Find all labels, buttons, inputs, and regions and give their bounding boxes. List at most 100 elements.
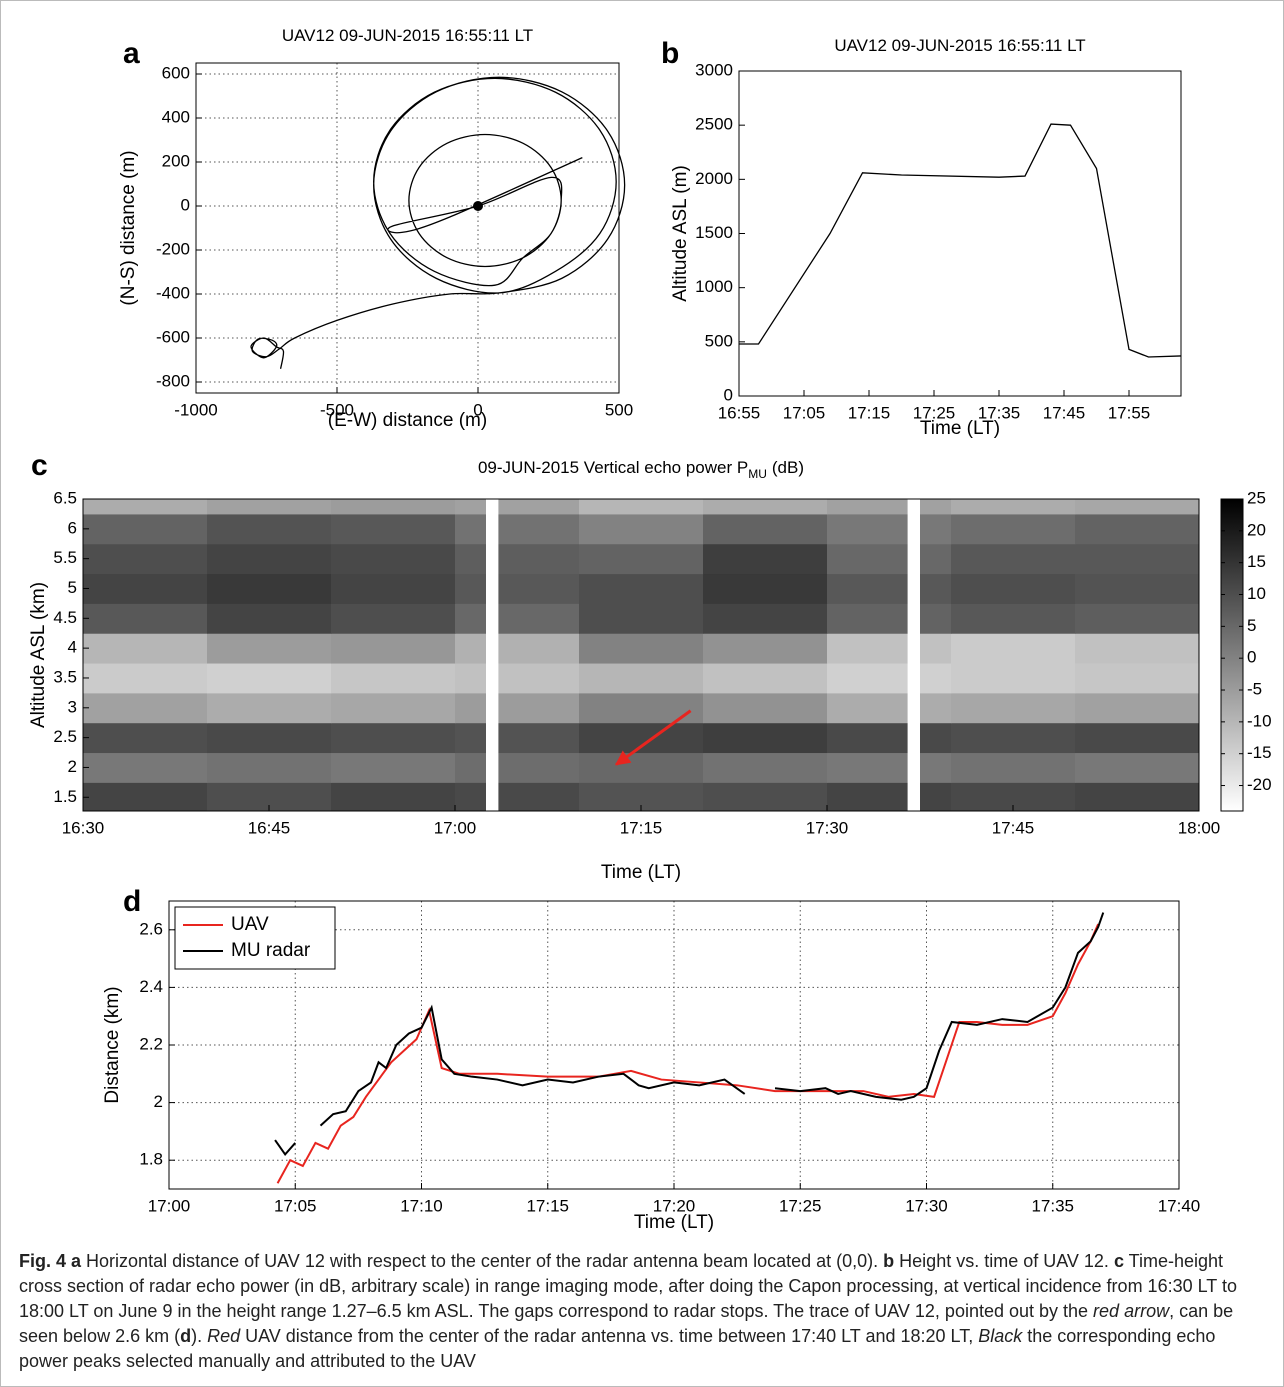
- caption-run: red arrow: [1093, 1301, 1170, 1321]
- x-tick-label: 17:45: [1043, 403, 1086, 422]
- heatmap-cell: [703, 499, 828, 515]
- panel-letter: d: [123, 885, 141, 918]
- heatmap-cell: [579, 663, 704, 694]
- y-tick-label: 500: [705, 331, 733, 350]
- heatmap-cell: [331, 633, 456, 664]
- x-tick-label: 17:15: [848, 403, 891, 422]
- y-tick-label: 2.4: [139, 977, 163, 996]
- colorbar-label: -10: [1247, 711, 1272, 730]
- heatmap-cell: [579, 499, 704, 515]
- caption-run: Height vs. time of UAV 12.: [894, 1251, 1114, 1271]
- heatmap-cell: [1075, 692, 1200, 724]
- figure-panels: -1000 -500 0 500-800-600-400-2000200400600a…: [28, 26, 1272, 1233]
- x-tick-label: 500: [605, 400, 633, 419]
- x-tick-label: 16:30: [62, 818, 105, 837]
- heatmap-cell: [455, 782, 580, 812]
- x-tick-label: 17:35: [1031, 1196, 1074, 1215]
- heatmap-cell: [579, 752, 704, 783]
- heatmap-cell: [579, 513, 704, 545]
- heatmap-cell: [703, 692, 828, 724]
- plot-frame: [195, 62, 620, 394]
- y-tick-label: 2: [68, 757, 77, 776]
- heatmap-cell: [703, 663, 828, 694]
- heatmap-cell: [827, 663, 952, 694]
- heatmap-cell: [951, 722, 1076, 754]
- x-tick-label: 17:05: [783, 403, 826, 422]
- caption-run: Time-height cross section of radar echo …: [19, 1251, 1237, 1321]
- heatmap-cell: [83, 663, 208, 694]
- colorbar-label: 20: [1247, 520, 1266, 539]
- heatmap-cell: [207, 633, 332, 664]
- heatmap-cell: [83, 499, 208, 515]
- title-subscript: MU: [748, 467, 767, 481]
- title-suffix: (dB): [772, 458, 804, 477]
- y-tick-label: 3.5: [53, 667, 77, 686]
- x-tick-label: 0: [473, 400, 482, 419]
- caption-run: d: [180, 1326, 192, 1346]
- x-axis-label: (E-W) distance (m): [328, 410, 487, 431]
- x-tick-label: 17:20: [653, 1196, 696, 1215]
- y-tick-label: -600: [156, 327, 190, 346]
- panel-letter: a: [123, 37, 140, 70]
- colorbar-label: 25: [1247, 488, 1266, 507]
- heatmap-cell: [331, 573, 456, 604]
- heatmap-cell: [207, 513, 332, 545]
- panel-letter: c: [31, 449, 48, 482]
- y-axis-label: Altitude ASL (km): [28, 582, 49, 728]
- y-tick-label: -800: [156, 371, 190, 390]
- heatmap-cell: [827, 782, 952, 812]
- heatmap-cell: [455, 633, 580, 664]
- heatmap-cell: [83, 633, 208, 664]
- caption-run: c: [1113, 1251, 1124, 1271]
- title-text: UAV12 09-JUN-2015 16:55:11 LT: [282, 26, 533, 45]
- panel: 16:55 17:05 17:15 17:25 17:35 17:45 17:55 0 500 1…: [661, 36, 1182, 439]
- y-tick-label: 4.5: [53, 608, 77, 627]
- heatmap-cell: [579, 633, 704, 664]
- y-tick-label: 200: [162, 151, 190, 170]
- heatmap-cell: [579, 722, 704, 754]
- x-tick-label: 16:55: [718, 403, 761, 422]
- radar-gap: [907, 499, 920, 811]
- heatmap-cell: [703, 633, 828, 664]
- caption-run: Black: [978, 1326, 1023, 1346]
- heatmap-cell: [951, 633, 1076, 664]
- heatmap-cell: [455, 692, 580, 724]
- heatmap-cell: [207, 603, 332, 634]
- y-tick-label: 2.5: [53, 727, 77, 746]
- heatmap-cell: [207, 692, 332, 724]
- colorbar-label: 10: [1247, 584, 1266, 603]
- heatmap-cell: [827, 513, 952, 545]
- colorbar-label: 15: [1247, 552, 1266, 571]
- y-tick-label: 2500: [695, 115, 733, 134]
- heatmap-cell: [83, 782, 208, 812]
- heatmap-cell: [951, 573, 1076, 604]
- plot-area: [739, 71, 1181, 396]
- x-axis-label: Time (LT): [601, 862, 681, 883]
- heatmap-cell: [1075, 573, 1200, 604]
- panel: 17:00 17:05 17:10 17:15 17:20 17:25 17:30 17:35…: [102, 885, 1200, 1233]
- heatmap-cell: [83, 692, 208, 724]
- heatmap-cell: [951, 513, 1076, 545]
- heatmap-cell: [827, 752, 952, 783]
- y-tick-label: 2000: [695, 169, 733, 188]
- heatmap-cell: [827, 722, 952, 754]
- heatmap-cell: [827, 499, 952, 515]
- heatmap-cell: [331, 513, 456, 545]
- heatmap-cell: [331, 603, 456, 634]
- heatmap-cell: [703, 543, 828, 575]
- x-tick-label: 18:00: [1178, 818, 1221, 837]
- heatmap-cell: [207, 573, 332, 604]
- caption-run: UAV distance from the center of the rada…: [240, 1326, 979, 1346]
- heatmap-cell: [455, 513, 580, 545]
- colorbar-label: -5: [1247, 680, 1262, 699]
- heatmap-cell: [83, 752, 208, 783]
- y-tick-label: 2: [154, 1092, 163, 1111]
- data-line: [276, 923, 1100, 1184]
- y-tick-label: 3000: [695, 60, 733, 79]
- y-tick-label: 1000: [695, 277, 733, 296]
- chart-title: UAV12 09-JUN-2015 16:55:11 LT: [834, 36, 1085, 55]
- caption-run: Red: [207, 1326, 241, 1346]
- caption-run: b: [883, 1251, 895, 1271]
- y-tick-label: -400: [156, 283, 190, 302]
